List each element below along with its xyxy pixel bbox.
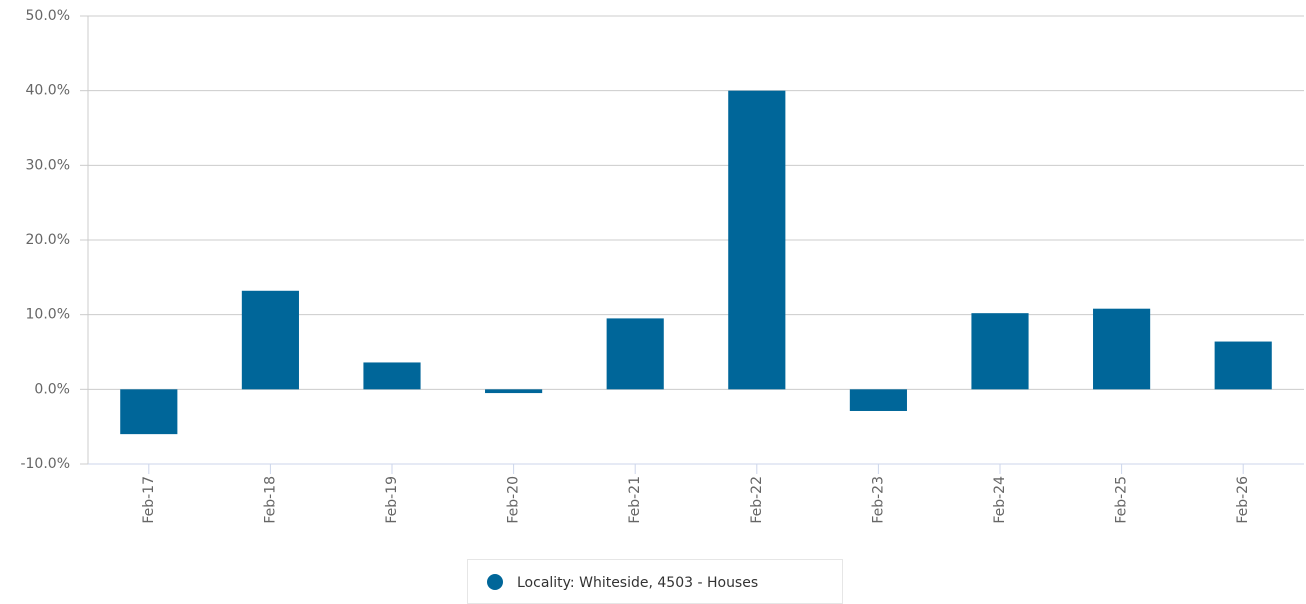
x-tick-label: Feb-22 bbox=[749, 476, 765, 524]
x-tick-label: Feb-25 bbox=[1114, 476, 1130, 524]
bar bbox=[241, 290, 299, 390]
y-tick-label: 30.0% bbox=[26, 157, 70, 173]
x-tick-label: Feb-20 bbox=[506, 476, 522, 524]
bar bbox=[1093, 308, 1151, 390]
bar bbox=[363, 362, 421, 390]
y-tick-label: -10.0% bbox=[20, 456, 70, 472]
y-tick-label: 20.0% bbox=[26, 232, 70, 248]
legend-marker bbox=[487, 574, 503, 590]
x-tick-label: Feb-24 bbox=[992, 476, 1008, 524]
x-tick-label: Feb-23 bbox=[870, 476, 886, 524]
x-tick-label: Feb-17 bbox=[141, 476, 157, 524]
bar bbox=[120, 389, 178, 435]
legend-box bbox=[467, 559, 843, 604]
y-tick-label: 40.0% bbox=[26, 83, 70, 99]
bar bbox=[971, 313, 1029, 390]
y-tick-label: 0.0% bbox=[34, 381, 70, 397]
bar bbox=[849, 389, 907, 411]
legend-label: Locality: Whiteside, 4503 - Houses bbox=[517, 575, 758, 591]
bar bbox=[485, 389, 543, 394]
x-tick-label: Feb-19 bbox=[384, 476, 400, 524]
bar bbox=[606, 318, 664, 390]
y-tick-label: 50.0% bbox=[26, 8, 70, 24]
x-tick-label: Feb-26 bbox=[1235, 476, 1251, 524]
y-tick-label: 10.0% bbox=[26, 307, 70, 323]
x-tick-label: Feb-21 bbox=[627, 476, 643, 524]
bar bbox=[728, 90, 786, 390]
bar bbox=[1214, 341, 1272, 390]
x-tick-label: Feb-18 bbox=[262, 476, 278, 524]
